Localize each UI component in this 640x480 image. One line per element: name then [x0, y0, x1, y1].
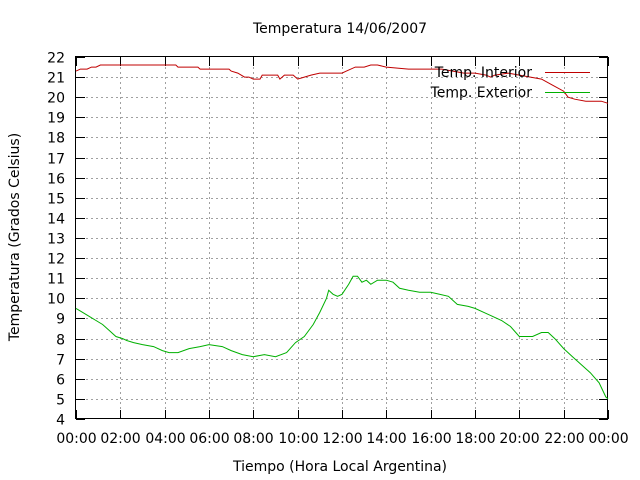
grid-lines	[76, 57, 608, 419]
y-tick-label: 7	[56, 353, 65, 369]
y-tick-label: 14	[47, 212, 65, 228]
x-tick-label: 04:00	[145, 431, 185, 447]
y-tick-label: 16	[47, 172, 65, 188]
y-axis: 4 5 6 7 8 9 10 11 12 13 14 15 16 17 18 19 20 21 22	[47, 51, 608, 429]
x-tick-label: 22:00	[544, 431, 584, 447]
x-axis-label: Tiempo (Hora Local Argentina)	[232, 459, 447, 475]
x-axis: 00:00 02:00 04:00 06:00 08:00 10:00 12:00 14:00…	[56, 57, 629, 447]
plot-frame	[75, 56, 608, 419]
y-tick-label: 19	[47, 111, 65, 127]
x-tick-label: 08:00	[233, 431, 273, 447]
x-tick-label: 16:00	[411, 431, 451, 447]
x-tick-label: 00:00	[56, 431, 96, 447]
y-tick-label: 4	[56, 413, 65, 429]
y-tick-label: 8	[56, 333, 65, 349]
y-tick-label: 5	[56, 393, 65, 409]
x-tick-label: 10:00	[278, 431, 318, 447]
y-tick-label: 6	[56, 373, 65, 389]
y-tick-label: 11	[47, 272, 65, 288]
y-tick-label: 21	[47, 71, 65, 87]
legend: Temp. Interior Temp. Exterior	[430, 65, 590, 101]
x-tick-label: 12:00	[322, 431, 362, 447]
y-tick-label: 15	[47, 192, 65, 208]
legend-label: Temp. Exterior	[430, 85, 533, 101]
y-tick-label: 18	[47, 131, 65, 147]
y-tick-label: 17	[47, 152, 65, 168]
y-tick-label: 20	[47, 91, 65, 107]
y-tick-label: 13	[47, 232, 65, 248]
series-lines	[75, 64, 609, 400]
series-line-2	[75, 275, 609, 400]
y-tick-label: 22	[47, 51, 65, 67]
legend-label: Temp. Interior	[434, 65, 533, 81]
chart-title: Temperatura 14/06/2007	[252, 21, 427, 37]
x-tick-label: 18:00	[455, 431, 495, 447]
x-tick-label: 20:00	[499, 431, 539, 447]
x-tick-label: 02:00	[100, 431, 140, 447]
x-tick-label: 00:00	[588, 431, 628, 447]
series-line-1	[75, 64, 609, 104]
y-axis-label: Temperatura (Grados Celsius)	[7, 133, 23, 342]
x-tick-label: 06:00	[189, 431, 229, 447]
y-tick-label: 9	[56, 312, 65, 328]
y-tick-label: 12	[47, 252, 65, 268]
x-tick-label: 14:00	[366, 431, 406, 447]
y-tick-label: 10	[47, 292, 65, 308]
